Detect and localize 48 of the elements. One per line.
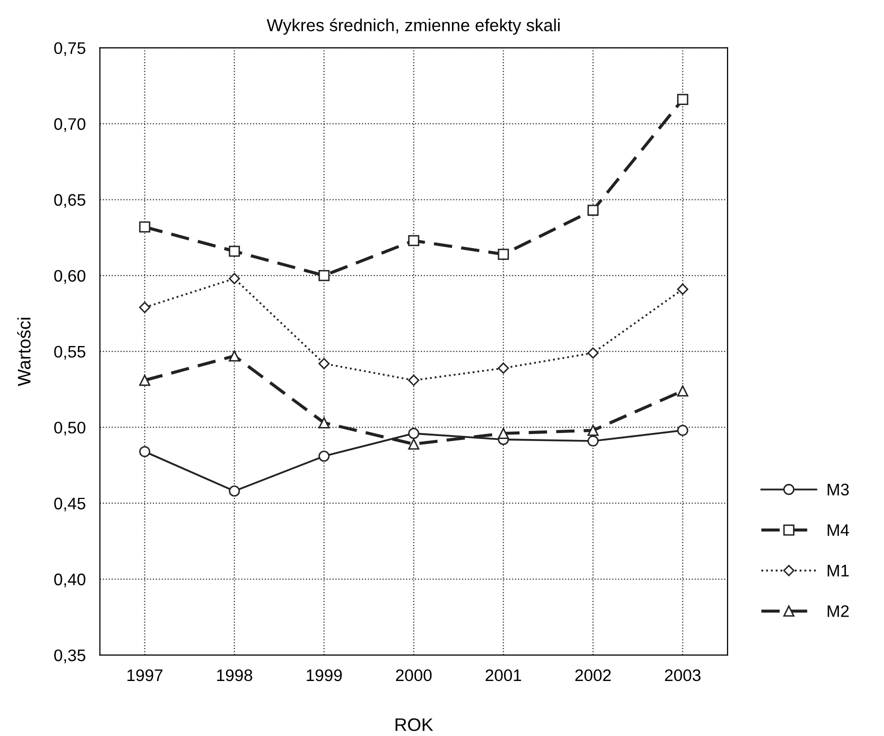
y-tick-label: 0,40 <box>54 574 86 588</box>
y-axis-title: Wartości <box>17 318 31 386</box>
point <box>677 94 688 106</box>
point <box>677 385 688 396</box>
legend-label: M2 <box>828 605 849 617</box>
point <box>139 374 150 386</box>
point <box>677 284 688 295</box>
y-tick-label: 0,55 <box>54 346 86 360</box>
point <box>498 362 509 374</box>
x-tick-label: 1999 <box>306 669 342 682</box>
y-tick-label: 0,65 <box>54 194 86 208</box>
y-tick-label: 0,35 <box>54 649 86 664</box>
x-tick-label: 2001 <box>486 669 522 682</box>
point <box>228 246 240 257</box>
chart-title: Wykres średnich, zmienne efekty skali <box>266 18 560 35</box>
y-tick-label: 0,45 <box>54 498 86 512</box>
point <box>587 435 599 447</box>
point <box>139 221 150 233</box>
x-tick-label: 2000 <box>396 669 432 682</box>
x-axis-title: ROK <box>396 718 434 732</box>
point <box>318 450 330 462</box>
x-tick-label: 1998 <box>217 669 252 682</box>
point <box>318 270 330 282</box>
legend-label: M4 <box>828 524 850 536</box>
legend-label: M1 <box>828 564 849 576</box>
point <box>408 438 420 450</box>
point <box>677 424 688 436</box>
legend-label: M3 <box>828 484 849 496</box>
point <box>228 486 240 497</box>
point <box>498 248 509 260</box>
y-tick-label: 0,50 <box>54 422 86 436</box>
y-tick-label: 0,75 <box>54 42 86 56</box>
point <box>408 374 420 386</box>
point <box>498 428 509 439</box>
x-tick-label: 2003 <box>665 669 701 682</box>
point <box>139 302 150 314</box>
point <box>587 347 599 359</box>
point <box>318 417 330 428</box>
y-tick-label: 0,60 <box>54 270 86 284</box>
point <box>139 446 150 458</box>
point <box>228 272 240 284</box>
point <box>587 204 599 216</box>
point <box>408 235 420 246</box>
point <box>318 358 330 370</box>
x-tick-label: 2002 <box>575 669 611 682</box>
y-tick-label: 0,70 <box>54 118 86 132</box>
point <box>408 428 420 439</box>
x-tick-label: 1997 <box>127 669 162 682</box>
